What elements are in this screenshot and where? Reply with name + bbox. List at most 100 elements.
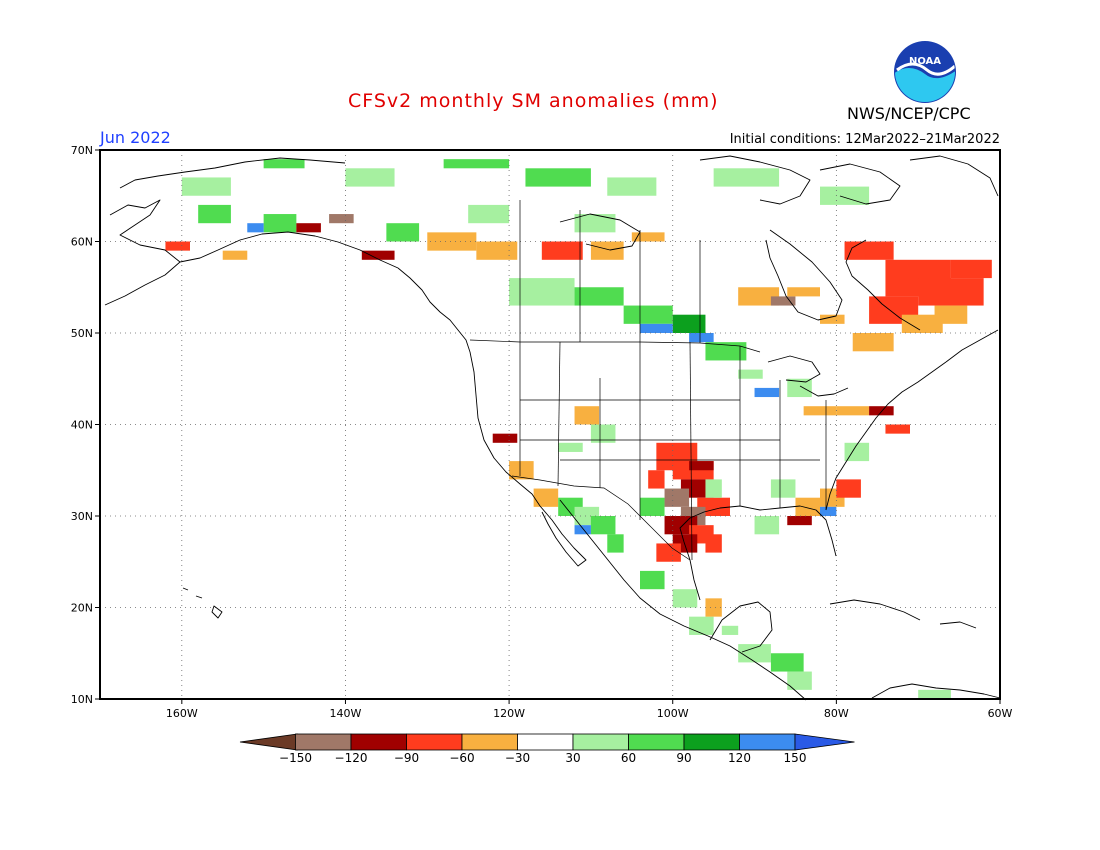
colorbar-level-label: 90 [676, 751, 691, 765]
anomaly-cell [509, 278, 575, 306]
anomaly-cell [664, 488, 690, 507]
anomaly-cell [247, 223, 264, 233]
anomaly-cell [901, 314, 943, 333]
agency-label: NWS/NCEP/CPC [847, 104, 971, 123]
anomaly-cell [844, 241, 894, 260]
anomaly-cell [590, 241, 624, 260]
anomaly-cell [476, 241, 518, 260]
anomaly-cell [738, 369, 763, 379]
anomaly-cell [590, 424, 616, 443]
anomaly-cell [640, 570, 665, 590]
anomaly-cell [918, 689, 951, 699]
political-borders [469, 200, 827, 561]
colorbar-swatch [517, 733, 574, 751]
anomaly-cell [689, 333, 714, 343]
anomaly-cell [738, 287, 780, 306]
colorbar-level-label: −60 [449, 751, 474, 765]
colorbar-level-label: −150 [279, 751, 312, 765]
anomaly-cell [787, 378, 812, 398]
lat-tick-label: 70N [71, 144, 93, 157]
colorbar-level-label: −30 [505, 751, 530, 765]
anomaly-cell [345, 168, 395, 187]
anomaly-cell [787, 671, 812, 690]
lat-tick-label: 10N [71, 693, 93, 706]
anomaly-cell [427, 232, 477, 251]
lat-tick-label: 30N [71, 510, 93, 523]
anomaly-cell [558, 442, 583, 452]
anomaly-cell [918, 278, 984, 306]
logo-text: NOAA [909, 56, 941, 67]
colorbar-level-label: 30 [565, 751, 580, 765]
anomaly-cell [754, 516, 780, 535]
colorbar-arrow-right [794, 733, 855, 751]
lat-tick-label: 20N [71, 602, 93, 615]
anomaly-cell [165, 241, 190, 251]
anomaly-cell [263, 214, 297, 233]
anomaly-cell [689, 461, 714, 471]
lon-tick-label: 100W [657, 707, 689, 720]
coastlines [104, 155, 1001, 701]
map-gridlines [95, 149, 1001, 704]
colorbar-swatch [628, 733, 685, 751]
anomaly-cell [836, 479, 861, 498]
colorbar-swatch [461, 733, 518, 751]
anomaly-cell [689, 616, 714, 635]
anomaly-cell [648, 470, 665, 489]
anomaly-cell [590, 516, 616, 535]
anomaly-cell [705, 342, 747, 361]
lat-tick-label: 60N [71, 236, 93, 249]
anomaly-cell [492, 433, 518, 443]
lon-tick-label: 60W [988, 707, 1013, 720]
colorbar-swatch [406, 733, 463, 751]
anomaly-cell [198, 204, 231, 224]
lon-tick-label: 160W [166, 707, 198, 720]
anomaly-cell [836, 406, 870, 416]
anomaly-cell [656, 543, 681, 562]
anomaly-cell [631, 232, 665, 242]
anomaly-cell [885, 424, 910, 434]
anomaly-cell [852, 333, 894, 352]
lat-tick-label: 40N [71, 419, 93, 432]
anomaly-cell [361, 250, 395, 260]
anomaly-cell [181, 177, 231, 196]
lon-tick-label: 80W [824, 707, 849, 720]
anomaly-cell [672, 589, 698, 608]
colorbar-level-label: 60 [621, 751, 636, 765]
colorbar-level-label: 120 [728, 751, 751, 765]
anomaly-cell [574, 406, 600, 425]
anomaly-cell [623, 305, 673, 324]
anomaly-cell [721, 625, 739, 635]
colorbar-arrow-left [239, 733, 298, 751]
anomaly-cells [165, 159, 992, 699]
colorbar-swatch [350, 733, 407, 751]
chart-title: CFSv2 monthly SM anomalies (mm) [348, 90, 719, 112]
anomaly-cell [705, 479, 722, 498]
anomaly-cell [770, 653, 804, 672]
anomaly-cell [574, 287, 624, 306]
anomaly-cell [820, 314, 845, 324]
anomaly-cell [787, 287, 820, 297]
anomaly-cell [820, 186, 870, 205]
anomaly-cell [754, 387, 780, 398]
anomaly-cell [525, 168, 591, 187]
anomaly-cell [770, 479, 796, 498]
initial-conditions: Initial conditions: 12Mar2022–21Mar2022 [729, 132, 1000, 147]
map-frame [99, 149, 1001, 700]
anomaly-cell [640, 497, 665, 516]
anomaly-cell [934, 305, 968, 324]
anomaly-cell [607, 534, 624, 553]
anomaly-cell [443, 159, 510, 169]
anomaly-cell [803, 406, 837, 416]
anomaly-cell [263, 159, 305, 169]
anomaly-cell [950, 259, 992, 279]
colorbar-swatch [739, 733, 796, 751]
anomaly-cell [574, 525, 591, 535]
anomaly-cell [468, 204, 510, 224]
anomaly-cell [820, 506, 837, 516]
anomaly-cell [329, 214, 354, 224]
anomaly-cell [738, 644, 771, 663]
anomaly-cell [640, 323, 673, 333]
forecast-month: Jun 2022 [100, 128, 171, 147]
anomaly-cell [607, 177, 657, 196]
